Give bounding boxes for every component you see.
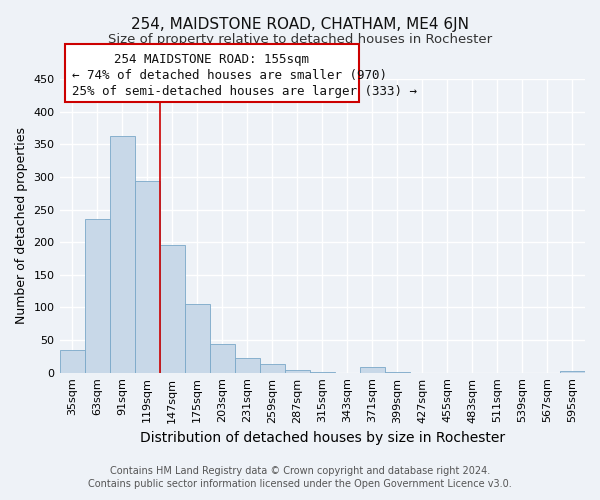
Text: ← 74% of detached houses are smaller (970): ← 74% of detached houses are smaller (97… [72,69,387,82]
X-axis label: Distribution of detached houses by size in Rochester: Distribution of detached houses by size … [140,431,505,445]
Bar [185,304,209,372]
Text: 25% of semi-detached houses are larger (333) →: 25% of semi-detached houses are larger (… [72,85,417,98]
Bar [360,367,385,372]
Bar [235,358,260,372]
Text: 254 MAIDSTONE ROAD: 155sqm: 254 MAIDSTONE ROAD: 155sqm [115,53,310,66]
Text: 254, MAIDSTONE ROAD, CHATHAM, ME4 6JN: 254, MAIDSTONE ROAD, CHATHAM, ME4 6JN [131,18,469,32]
Bar [285,370,310,372]
Bar [160,245,185,372]
Bar [110,136,134,372]
Text: Contains HM Land Registry data © Crown copyright and database right 2024.: Contains HM Land Registry data © Crown c… [110,466,490,476]
Bar [260,364,285,372]
Bar [209,344,235,372]
Text: Contains public sector information licensed under the Open Government Licence v3: Contains public sector information licen… [88,479,512,489]
Bar [85,220,110,372]
Bar [59,350,85,372]
Text: Size of property relative to detached houses in Rochester: Size of property relative to detached ho… [108,32,492,46]
Y-axis label: Number of detached properties: Number of detached properties [15,128,28,324]
Bar [134,182,160,372]
